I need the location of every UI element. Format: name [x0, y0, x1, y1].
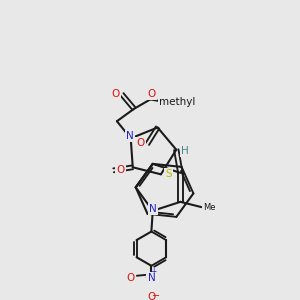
- Text: S: S: [165, 169, 172, 179]
- Text: O: O: [116, 165, 125, 175]
- Text: N: N: [148, 273, 155, 283]
- Text: O: O: [112, 89, 120, 99]
- Text: O: O: [147, 292, 155, 300]
- Text: N: N: [149, 204, 157, 214]
- Text: methyl: methyl: [159, 97, 195, 107]
- Text: +: +: [150, 267, 157, 276]
- Text: O: O: [148, 89, 156, 99]
- Text: H: H: [181, 146, 188, 156]
- Text: −: −: [152, 291, 160, 300]
- Text: O: O: [136, 138, 145, 148]
- Text: O: O: [127, 273, 135, 283]
- Text: Me: Me: [203, 202, 215, 211]
- Text: N: N: [126, 131, 134, 141]
